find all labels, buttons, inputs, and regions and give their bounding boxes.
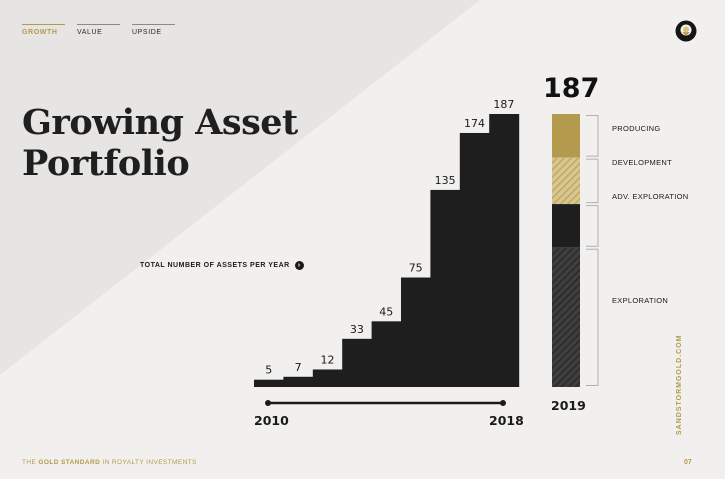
- timeline-axis: [265, 400, 506, 406]
- title-line-1: Growing Asset: [22, 102, 298, 143]
- bar-8: [489, 114, 520, 387]
- bar-value-2: 12: [321, 353, 335, 366]
- timeline-start-dot: [265, 400, 271, 406]
- bar-5: [401, 277, 431, 387]
- total-2019-value: 187: [543, 73, 600, 104]
- stack-segment-1: [552, 157, 580, 205]
- bar-4: [371, 321, 402, 387]
- timeline-end-dot: [500, 400, 506, 406]
- stack-segment-3: [552, 247, 580, 387]
- bar-7: [459, 132, 490, 387]
- bar-value-1: 7: [295, 361, 302, 374]
- bar-2: [312, 369, 343, 387]
- title-line-2: Portfolio: [22, 143, 190, 184]
- bar-value-4: 45: [379, 305, 393, 318]
- year-2019-label: 2019: [551, 398, 586, 413]
- page-title: Growing Asset Portfolio: [22, 102, 298, 184]
- bar-value-5: 75: [409, 262, 423, 275]
- footer-prefix: THE: [22, 459, 39, 466]
- legend-adv-exploration: ADV. EXPLORATION: [612, 192, 689, 201]
- footer-suffix: IN ROYALTY INVESTMENTS: [100, 459, 197, 466]
- legend-producing: PRODUCING: [612, 124, 661, 133]
- yearly-bars: 5 7 12 33 45 75 135 174 187: [254, 98, 520, 387]
- bar-value-0: 5: [265, 364, 272, 377]
- tab-value[interactable]: VALUE: [77, 24, 120, 36]
- stack-segment-2: [552, 204, 580, 248]
- footer-bold: GOLD STANDARD: [38, 459, 101, 466]
- legend-development: DEVELOPMENT: [612, 158, 672, 167]
- stacked-bar-2019: [552, 114, 599, 387]
- year-end-label: 2018: [489, 413, 524, 428]
- website-url[interactable]: SANDSTORMGOLD.COM: [676, 334, 683, 435]
- total-assets-text: TOTAL NUMBER OF ASSETS PER YEAR: [140, 262, 290, 269]
- legend-exploration: EXPLORATION: [612, 296, 669, 305]
- footer-tagline: THE GOLD STANDARD IN ROYALTY INVESTMENTS: [22, 459, 197, 466]
- bar-1: [283, 376, 314, 387]
- year-start-label: 2010: [254, 413, 289, 428]
- segment-bracket-3: [586, 248, 599, 386]
- section-tabs: GROWTH VALUE UPSIDE: [22, 24, 175, 36]
- bar-value-6: 135: [435, 174, 456, 187]
- bar-6: [430, 189, 461, 387]
- segment-bracket-0: [586, 115, 599, 157]
- bar-3: [342, 338, 373, 387]
- bar-0: [254, 379, 284, 387]
- segment-bracket-1: [586, 158, 599, 204]
- lightbulb-logo-icon: [675, 20, 697, 42]
- tab-upside[interactable]: UPSIDE: [132, 24, 175, 36]
- stack-segment-0: [552, 114, 580, 158]
- page-number: 07: [684, 459, 692, 466]
- bar-value-7: 174: [464, 117, 485, 130]
- bar-value-8: 187: [493, 98, 514, 111]
- bar-value-3: 33: [350, 323, 364, 336]
- total-assets-label: TOTAL NUMBER OF ASSETS PER YEAR ›: [140, 261, 304, 270]
- arrow-right-icon: ›: [294, 261, 304, 270]
- tab-growth[interactable]: GROWTH: [22, 24, 65, 36]
- segment-bracket-2: [586, 205, 599, 247]
